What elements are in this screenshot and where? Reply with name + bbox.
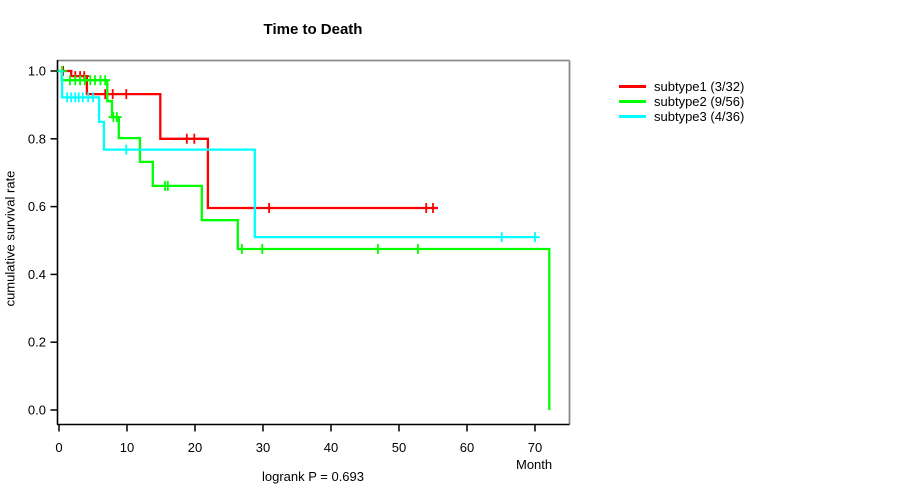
legend-item-label: subtype2 (9/56) <box>654 94 745 109</box>
y-tick-label: 0.2 <box>28 335 46 350</box>
x-tick-label: 40 <box>324 440 338 455</box>
x-tick-label: 50 <box>392 440 406 455</box>
y-tick-label: 0.6 <box>28 199 46 214</box>
y-axis-label: cumulative survival rate <box>2 170 18 307</box>
legend-item-1: subtype1 (3/32) <box>619 79 744 94</box>
legend-item-3: subtype3 (4/36) <box>619 109 744 124</box>
y-tick-label: 0.4 <box>28 267 46 282</box>
y-tick-label: 0.8 <box>28 131 46 146</box>
legend-line-swatch <box>619 115 646 118</box>
legend-item-label: subtype3 (4/36) <box>654 109 745 124</box>
x-tick-label: 10 <box>120 440 134 455</box>
x-tick-label: 0 <box>55 440 62 455</box>
chart-title: Time to Death <box>263 21 363 38</box>
km-curve-2 <box>59 69 551 410</box>
x-tick-label: 70 <box>528 440 542 455</box>
legend-line-swatch <box>619 100 646 103</box>
y-tick-label: 1.0 <box>28 64 46 79</box>
x-tick-label: 30 <box>256 440 270 455</box>
logrank-annotation: logrank P = 0.693 <box>261 469 365 484</box>
x-tick-label: 60 <box>460 440 474 455</box>
legend-line-swatch <box>619 85 646 88</box>
km-curve-3 <box>59 69 537 239</box>
y-tick-label: 0.0 <box>28 403 46 418</box>
legend: subtype1 (3/32) subtype2 (9/56) subtype3 (… <box>619 79 744 124</box>
censor-marks-3 <box>62 92 540 243</box>
x-axis-label: Month <box>516 457 553 472</box>
legend-item-2: subtype2 (9/56) <box>619 94 744 109</box>
legend-item-label: subtype1 (3/32) <box>654 79 745 94</box>
km-curve-1 <box>59 69 438 210</box>
x-tick-label: 20 <box>188 440 202 455</box>
censor-marks-1 <box>58 66 438 213</box>
